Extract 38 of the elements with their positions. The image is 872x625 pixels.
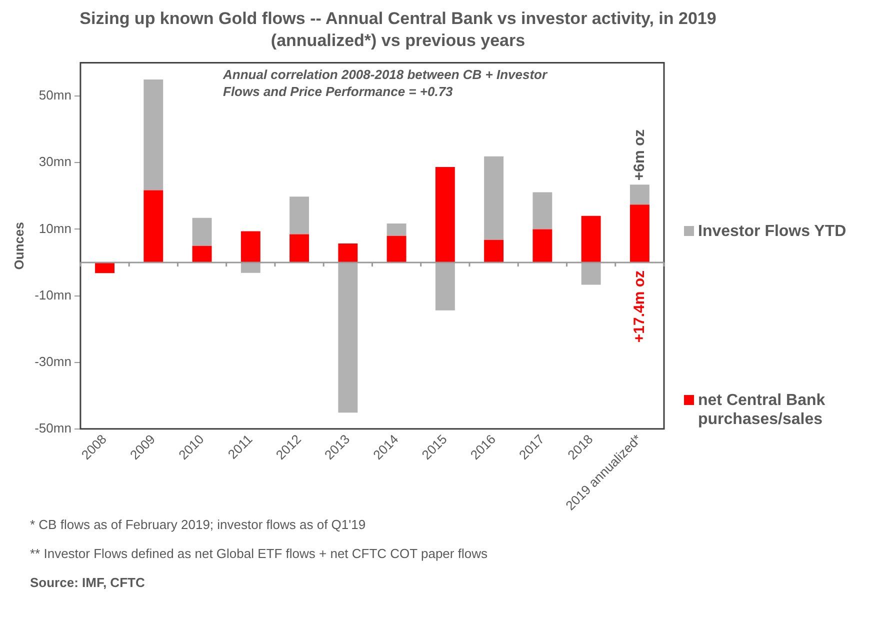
bar xyxy=(435,166,455,263)
bar xyxy=(192,218,212,246)
y-tick-label: -30mn xyxy=(34,354,72,369)
bar xyxy=(386,236,406,263)
text: * CB flows as of February 2019; investor flows as of Q1'19 xyxy=(30,517,367,532)
bar xyxy=(240,262,260,273)
bar xyxy=(144,190,164,263)
bar xyxy=(581,262,601,285)
legend-label: net Central Bank purchases/sales xyxy=(698,391,826,429)
bar xyxy=(290,196,310,234)
bar xyxy=(532,229,552,263)
bar xyxy=(192,246,212,263)
y-tick-label: -50mn xyxy=(34,420,72,436)
bar xyxy=(290,234,310,263)
annotation: Annual correlation 2008-2018 between CB + Investor Flows and Price Performance = +0.73 xyxy=(223,66,549,100)
bar xyxy=(630,184,650,205)
chart-title: Sizing up known Gold flows -- Annual Central Bank vs investor activity, in 2019 (annualized*) vs previous years xyxy=(78,8,718,52)
text: ** Investor Flows defined as net Global ETF flows + net CFTC COT paper flows xyxy=(30,546,488,561)
bar xyxy=(240,231,260,263)
source-note: Source: IMF, CFTC xyxy=(30,575,146,590)
bar xyxy=(484,240,504,263)
y-tick-label: 30mn xyxy=(38,154,72,170)
y-tick-label: 50mn xyxy=(38,88,72,103)
bar xyxy=(630,204,650,263)
legend-label: Investor Flows YTD xyxy=(698,222,846,241)
bar xyxy=(338,244,358,263)
y-axis-title: Ounces xyxy=(11,222,26,270)
data-label: +17.4m oz xyxy=(630,270,648,343)
bar xyxy=(581,216,601,263)
data-label: +6m oz xyxy=(630,129,648,181)
y-tick-label: 10mn xyxy=(38,220,72,236)
bar xyxy=(484,156,504,240)
y-tick-label: -10mn xyxy=(34,287,72,302)
bar xyxy=(144,79,164,190)
bar xyxy=(435,262,455,310)
bar xyxy=(338,262,358,413)
bar xyxy=(532,192,552,230)
bar xyxy=(386,224,406,236)
